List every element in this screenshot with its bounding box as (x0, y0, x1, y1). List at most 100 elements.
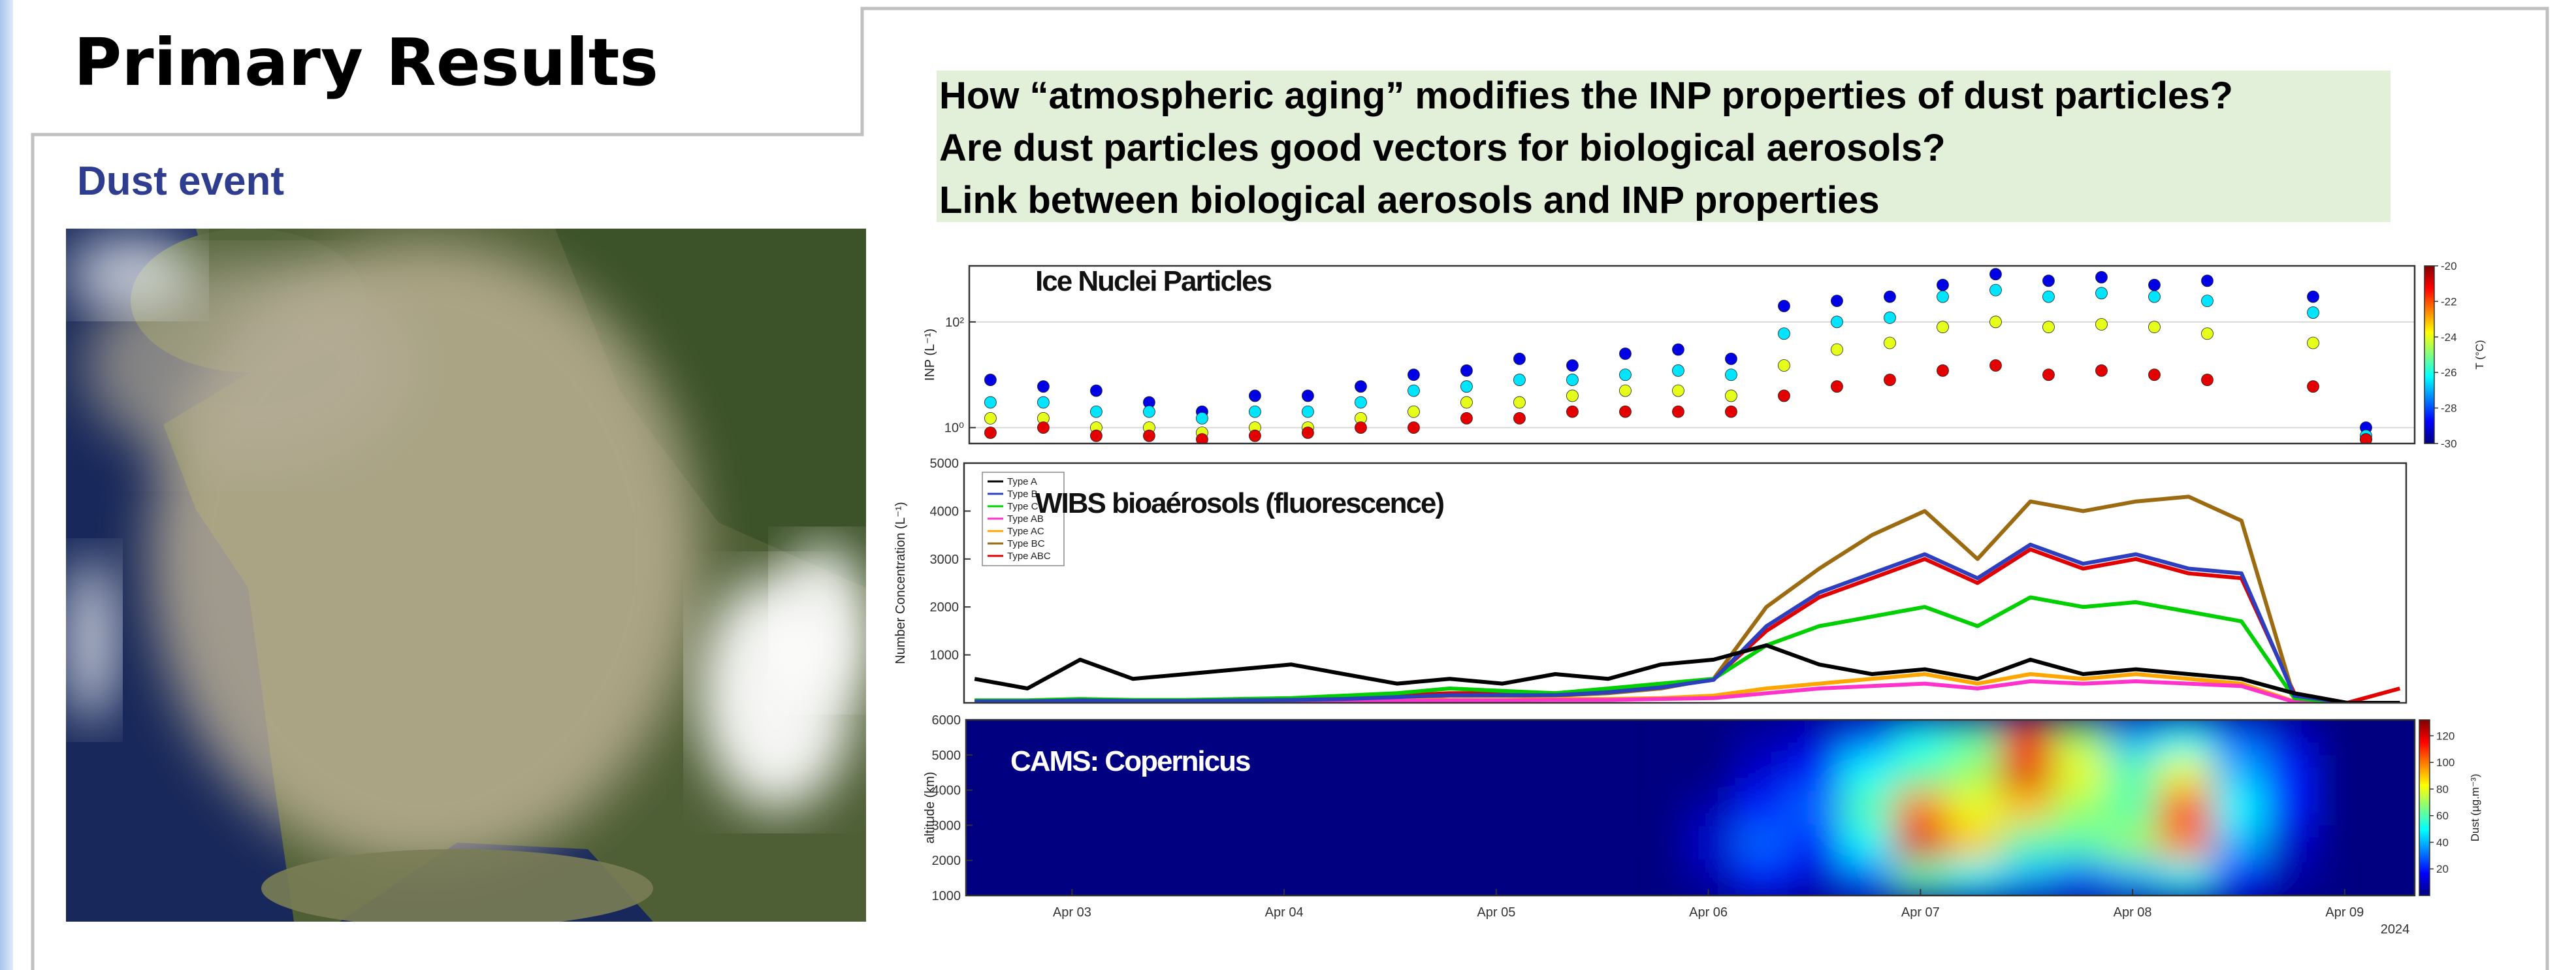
inp-point (984, 374, 997, 386)
heatmap-cell (2000, 754, 2054, 791)
inp-point (2307, 306, 2319, 319)
heatmap-cell (1893, 720, 1948, 756)
inp-point (2042, 290, 2055, 303)
inp-point (1672, 384, 1684, 397)
heatmap-cell (1682, 790, 1736, 826)
heatmap-cell (1946, 790, 2001, 826)
inp-point (1037, 380, 1050, 393)
inp-point (1249, 405, 1261, 418)
inp-point (1460, 364, 1473, 377)
inp-point (2148, 368, 2161, 381)
colorbar-tick-label: 100 (2436, 756, 2455, 769)
inp-point (2095, 318, 2108, 331)
inp-point (1566, 405, 1579, 418)
heatmap-cell (1893, 825, 1948, 862)
heatmap-cell (2265, 754, 2319, 791)
slide-title: Primary Results (74, 24, 658, 101)
question-box (937, 71, 2391, 222)
y-tick-label: 5000 (930, 457, 959, 471)
inp-point (1884, 374, 1896, 386)
inp-point (2201, 327, 2214, 340)
heatmap-cell (1735, 790, 1789, 826)
inp-point (1672, 405, 1684, 418)
heatmap-cell (1788, 790, 1842, 826)
inp-point (1037, 396, 1050, 409)
frame (31, 7, 2549, 970)
inp-point (1355, 421, 1367, 434)
inp-point (1989, 359, 2002, 372)
x-tick-label: Apr 06 (1689, 905, 1728, 920)
inp-point (2201, 295, 2214, 308)
heatmap-cell (2000, 720, 2054, 756)
inp-point (1619, 348, 1632, 360)
heatmap-cell (1735, 860, 1789, 896)
inp-point (1355, 396, 1367, 409)
heatmap-cell (2265, 825, 2319, 862)
plot-area (974, 494, 2401, 703)
heatmap-cell (2159, 790, 2213, 826)
y-axis-label: INP (L⁻¹) (923, 329, 937, 381)
series-line (974, 595, 2400, 703)
heatmap-cell (1788, 754, 1842, 791)
colorbar (2424, 265, 2435, 444)
inp-point (1937, 364, 1949, 377)
legend-label: Type BC (1007, 538, 1045, 549)
y-tick-label: 5000 (932, 749, 961, 763)
legend-label: Type A (1007, 476, 1037, 487)
heatmap-cell (1841, 860, 1895, 896)
heatmap-cell (1946, 720, 2001, 756)
heatmap-cell (2000, 825, 2054, 862)
heatmap-cell (2212, 825, 2266, 862)
inp-point (2148, 290, 2161, 303)
inp-point (1513, 396, 1526, 409)
inp-point (1619, 384, 1632, 397)
axes-frame (968, 265, 2416, 445)
question: Are dust particles good vectors for biol… (939, 127, 1946, 169)
heatmap-cell (1788, 720, 1842, 756)
inp-point (1196, 433, 1208, 444)
heatmap-cell (2000, 790, 2054, 826)
inp-point (1831, 295, 1843, 308)
inp-point (1037, 421, 1050, 434)
inp-point (2307, 336, 2319, 349)
heatmap-cell (2212, 720, 2266, 756)
colorbar-tick-label: -20 (2441, 260, 2457, 272)
inp-point (1831, 380, 1843, 393)
inp-point (1884, 290, 1896, 303)
heatmap-cell (2053, 754, 2107, 791)
x-tick-label: Apr 08 (2114, 905, 2152, 920)
colorbar-tick-label: -24 (2441, 331, 2457, 344)
x-axis-note: 2024 (2381, 922, 2410, 937)
heatmap-cell (2212, 754, 2266, 791)
inp-point (1408, 368, 1420, 381)
heatmap-cell (2159, 825, 2213, 862)
inp-point (2201, 374, 2214, 386)
x-tick-label: Apr 03 (1053, 905, 1091, 920)
inp-point (1725, 352, 1737, 365)
inp-point (1884, 336, 1896, 349)
heatmap-cell (1946, 754, 2001, 791)
legend-label: Type B (1007, 489, 1038, 500)
inp-point (1566, 359, 1579, 372)
inp-point (1831, 315, 1843, 329)
heatmap-cell (2159, 720, 2213, 756)
heatmap-cell (2212, 860, 2266, 896)
inp-point (1460, 412, 1473, 425)
heatmap-cell (2053, 790, 2107, 826)
x-tick-label: Apr 05 (1477, 905, 1515, 920)
heatmap-cell (1735, 825, 1789, 862)
inp-point (2148, 321, 2161, 334)
y-tick-label: 6000 (932, 713, 961, 728)
inp-point (984, 427, 997, 439)
y-tick-label: 2000 (930, 600, 959, 615)
series-line (974, 542, 2400, 703)
inp-point (1408, 405, 1420, 418)
legend-label: Type AC (1007, 526, 1044, 537)
inp-point (1249, 389, 1261, 402)
heatmap-cells (1682, 720, 2319, 896)
y-tick-label: 3000 (932, 818, 961, 833)
inp-point (1196, 412, 1208, 425)
inp-point (1884, 312, 1896, 324)
colorbar-tick-label: -30 (2441, 438, 2457, 450)
heatmap-cell (1841, 754, 1895, 791)
